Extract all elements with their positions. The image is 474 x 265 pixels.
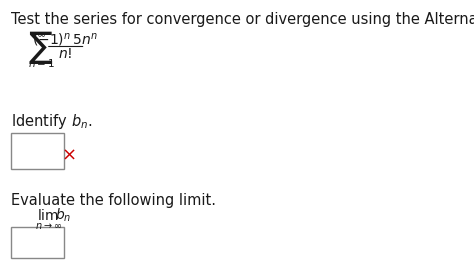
Text: $\infty$: $\infty$ (36, 29, 46, 39)
Text: $b_n$: $b_n$ (55, 206, 71, 224)
Text: $\sum$: $\sum$ (28, 29, 54, 66)
Text: $n = 1$: $n = 1$ (27, 57, 55, 69)
Text: Test the series for convergence or divergence using the Alternating Series Test.: Test the series for convergence or diver… (11, 12, 474, 27)
FancyBboxPatch shape (11, 227, 64, 258)
Text: $\times$: $\times$ (61, 146, 76, 164)
FancyBboxPatch shape (11, 132, 64, 169)
Text: $(-1)^n\,5n^n$: $(-1)^n\,5n^n$ (32, 31, 98, 48)
Text: $\lim$: $\lim$ (37, 207, 59, 223)
Text: Evaluate the following limit.: Evaluate the following limit. (11, 193, 216, 208)
Text: $n{\rightarrow}\infty$: $n{\rightarrow}\infty$ (35, 220, 62, 231)
Text: $n!$: $n!$ (58, 47, 72, 61)
Text: Identify $b_n$.: Identify $b_n$. (11, 112, 92, 131)
